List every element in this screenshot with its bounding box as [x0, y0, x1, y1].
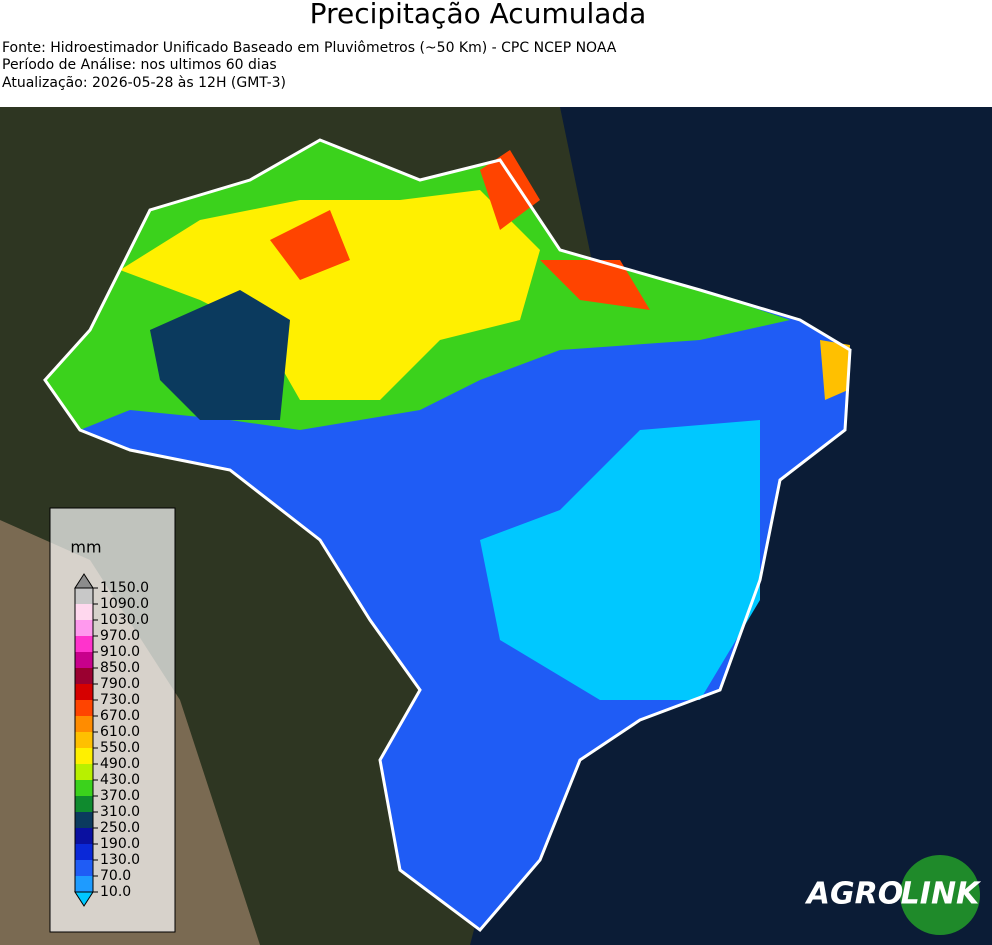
colorbar-segment: [75, 844, 93, 860]
source-line: Fonte: Hidroestimador Unificado Baseado …: [2, 40, 617, 56]
colorbar-tick-label: 490.0: [100, 756, 140, 772]
colorbar-segment: [75, 684, 93, 700]
colorbar-tick-label: 370.0: [100, 788, 140, 804]
title: Precipitação Acumulada: [310, 0, 647, 30]
colorbar-tick-label: 430.0: [100, 772, 140, 788]
precip-red: [270, 150, 650, 310]
colorbar-tick-label: 970.0: [100, 628, 140, 644]
period-line: Período de Análise: nos ultimos 60 dias: [2, 57, 277, 73]
colorbar-tick-label: 850.0: [100, 660, 140, 676]
colorbar-segment: [75, 732, 93, 748]
colorbar-tick-label: 790.0: [100, 676, 140, 692]
colorbar-tick-label: 910.0: [100, 644, 140, 660]
logo-left: AGRO: [805, 877, 903, 912]
border: [43, 138, 852, 933]
colorbar-segment: [75, 716, 93, 732]
precip-navy: [150, 290, 290, 420]
precip-cyan: [480, 420, 760, 700]
colorbar-tick-label: 250.0: [100, 820, 140, 836]
colorbar-outline: [74, 587, 94, 893]
colorbar-segment: [75, 652, 93, 668]
colorbar-segment: [75, 668, 93, 684]
logo-right: LINK: [901, 877, 982, 912]
colorbar-segment: [75, 876, 93, 892]
colorbar-unit: mm: [70, 538, 101, 557]
colorbar-tick-label: 10.0: [100, 884, 131, 900]
colorbar-tick-label: 1150.0: [100, 580, 149, 596]
colorbar-box: [49, 507, 176, 933]
colorbar-tick-label: 730.0: [100, 692, 140, 708]
colorbar-segment: [75, 604, 93, 620]
precip-orange: [820, 340, 850, 400]
colorbar-tick-label: 70.0: [100, 868, 131, 884]
colorbar-segment: [75, 780, 93, 796]
colorbar-panel: mm 10.070.0130.0190.0250.0310.0370.0430.…: [49, 507, 176, 933]
update-line: Atualização: 2026-05-28 às 12H (GMT-3): [2, 75, 286, 91]
colorbar-segment: [75, 620, 93, 636]
colorbar-tick-label: 130.0: [100, 852, 140, 868]
colorbar-segment: [75, 700, 93, 716]
colorbar-segment: [75, 748, 93, 764]
precip-yellow: [120, 190, 540, 400]
colorbar-segment: [75, 828, 93, 844]
colorbar-segment: [75, 588, 93, 604]
logo: AGRO LINK: [805, 855, 982, 935]
colorbar-segment: [75, 636, 93, 652]
colorbar-segment: [75, 764, 93, 780]
colorbar-tick-label: 550.0: [100, 740, 140, 756]
colorbar-tick-label: 310.0: [100, 804, 140, 820]
logo-circle: [900, 855, 980, 935]
colorbar-segment: [75, 796, 93, 812]
colorbar-segment: [75, 860, 93, 876]
colorbar-tick-label: 1030.0: [100, 612, 149, 628]
colorbar-tick-label: 610.0: [100, 724, 140, 740]
colorbar-tick-label: 670.0: [100, 708, 140, 724]
colorbar-tick-label: 1090.0: [100, 596, 149, 612]
colorbar-tick-label: 190.0: [100, 836, 140, 852]
colorbar-segment: [75, 812, 93, 828]
